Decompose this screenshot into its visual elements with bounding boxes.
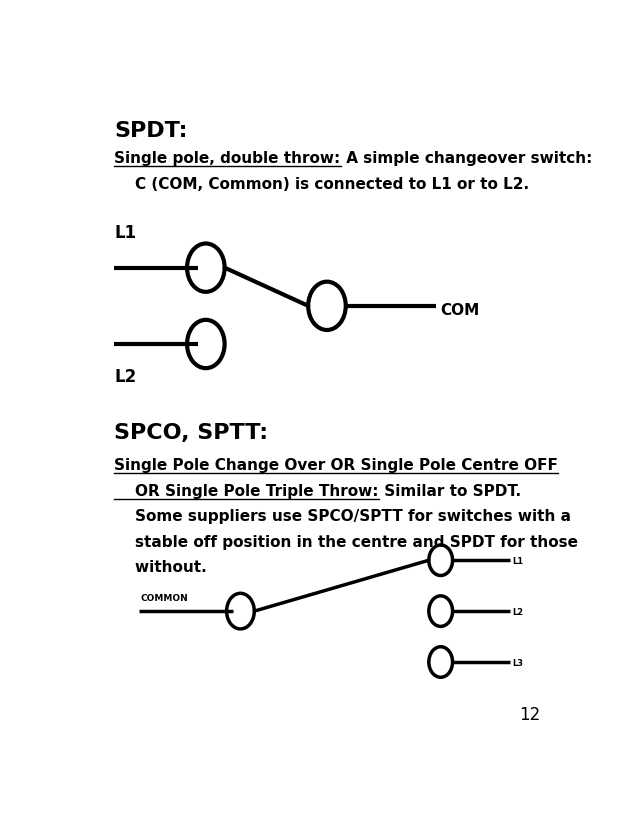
Text: without.: without. — [114, 560, 207, 575]
Text: SPCO, SPTT:: SPCO, SPTT: — [114, 424, 269, 444]
Text: L1: L1 — [512, 557, 524, 566]
Text: COMMON: COMMON — [140, 595, 188, 604]
Text: Similar to SPDT.: Similar to SPDT. — [379, 484, 521, 499]
Text: L2: L2 — [114, 368, 137, 386]
Text: stable off position in the centre and SPDT for those: stable off position in the centre and SP… — [114, 534, 579, 550]
Text: L3: L3 — [512, 659, 523, 667]
Text: COM: COM — [441, 303, 480, 318]
Text: OR Single Pole Triple Throw:: OR Single Pole Triple Throw: — [114, 484, 379, 499]
Text: C (COM, Common) is connected to L1 or to L2.: C (COM, Common) is connected to L1 or to… — [114, 177, 530, 192]
Text: A simple changeover switch:: A simple changeover switch: — [341, 151, 592, 166]
Text: 12: 12 — [519, 705, 540, 724]
Text: L1: L1 — [114, 224, 137, 242]
Text: Some suppliers use SPCO/SPTT for switches with a: Some suppliers use SPCO/SPTT for switche… — [114, 510, 572, 525]
Text: SPDT:: SPDT: — [114, 121, 188, 141]
Text: Single Pole Change Over OR Single Pole Centre OFF: Single Pole Change Over OR Single Pole C… — [114, 458, 558, 473]
Text: L2: L2 — [512, 608, 524, 617]
Text: Single pole, double throw:: Single pole, double throw: — [114, 151, 341, 166]
